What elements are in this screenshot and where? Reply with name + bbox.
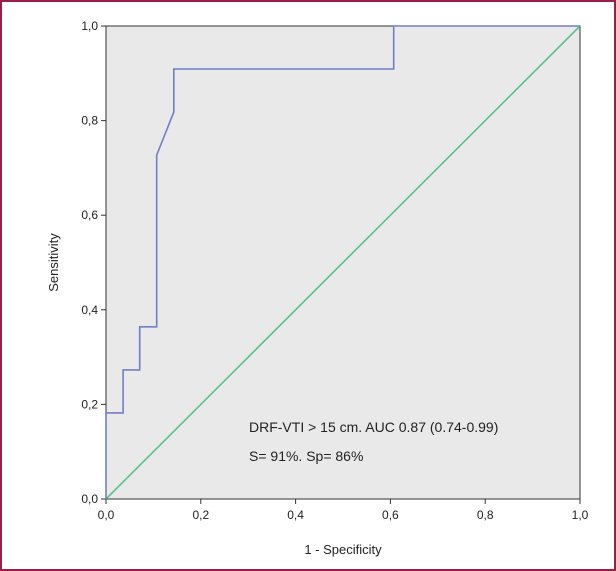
roc-curve-line xyxy=(105,25,580,499)
x-tick-label: 0,4 xyxy=(287,508,304,522)
annotation-box xyxy=(234,406,534,476)
annotation-sensitivity-specificity: S= 91%. Sp= 86% xyxy=(249,448,363,464)
y-tick-label: 0,2 xyxy=(81,397,98,411)
reference-diagonal-line xyxy=(105,25,581,500)
axis-ticks: 0,0 0,2 0,4 0,6 0,8 1,0 0,0 0,2 0,4 0,6 0,8 1,0 xyxy=(81,19,588,522)
y-tick-label: 1,0 xyxy=(81,19,98,33)
y-tick-label: 0,6 xyxy=(81,208,98,222)
annotation-auc: DRF-VTI > 15 cm. AUC 0.87 (0.74-0.99) xyxy=(249,419,498,435)
x-tick-label: 0,8 xyxy=(477,508,494,522)
x-tick-label: 0,0 xyxy=(98,508,115,522)
y-tick-label: 0,8 xyxy=(81,114,98,128)
x-tick-label: 0,2 xyxy=(192,508,209,522)
y-tick-label: 0,0 xyxy=(81,492,98,506)
x-tick-label: 1,0 xyxy=(572,508,589,522)
y-tick-label: 0,4 xyxy=(81,303,98,317)
x-axis-title: 1 - Specificity xyxy=(304,542,382,557)
x-tick-label: 0,6 xyxy=(382,508,399,522)
series-layer xyxy=(105,25,581,500)
y-axis-title: Sensitivity xyxy=(46,233,61,292)
